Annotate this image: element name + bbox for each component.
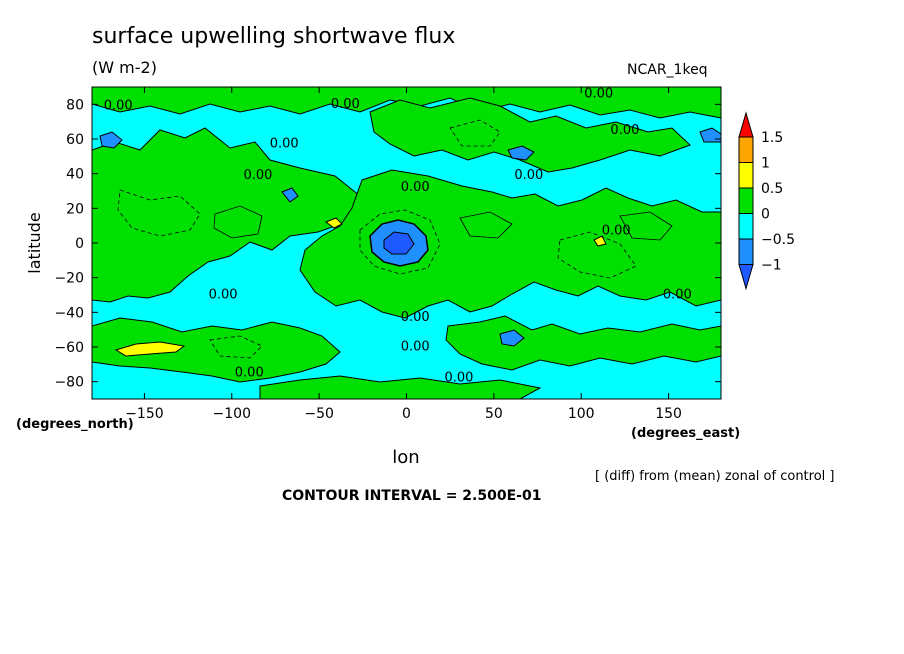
colorbar-segment xyxy=(738,187,754,214)
y-axis-label: latitude xyxy=(25,212,44,273)
positive-patch-2 xyxy=(324,217,343,229)
green-region-north-central xyxy=(369,97,691,173)
contour-label: 0.00 xyxy=(514,168,543,183)
chart-units: (W m-2) xyxy=(92,58,157,77)
contour-label: 0.00 xyxy=(584,86,613,101)
y-tick-label: −80 xyxy=(54,375,84,391)
colorbar-label: −0.5 xyxy=(761,232,795,248)
negative-patch-3 xyxy=(499,329,525,347)
solid-contour-3 xyxy=(459,211,513,239)
colorbar: 1.5 1 0.5 0 −0.5 −1 xyxy=(738,111,795,291)
colorbar-label: −1 xyxy=(761,258,782,274)
dashed-contour-1 xyxy=(117,189,201,237)
colorbar-label: 0.5 xyxy=(761,181,783,197)
green-region-south-east xyxy=(445,315,721,371)
colorbar-label: 1 xyxy=(761,156,770,172)
positive-patch-south-pacific xyxy=(114,341,186,357)
x-tick-label: −150 xyxy=(125,406,163,422)
x-tick-label: 150 xyxy=(655,406,682,422)
contour-label: 0.00 xyxy=(331,97,360,112)
dashed-contour-3 xyxy=(359,209,441,275)
x-axis: −150 −100 −50 0 50 100 150 xyxy=(125,87,682,422)
colorbar-label: 0 xyxy=(761,207,770,223)
x-tick-label: −100 xyxy=(213,406,251,422)
y-axis: 80 60 40 20 0 −20 −40 −60 −80 xyxy=(54,97,721,391)
contour-label: 0.00 xyxy=(602,223,631,238)
green-region-antarctic xyxy=(259,375,542,399)
x-tick-label: 100 xyxy=(568,406,595,422)
contour-label: 0.00 xyxy=(401,339,430,354)
contour-lines xyxy=(117,119,673,359)
negative-patch-1 xyxy=(99,131,123,149)
plot-area: 0.00 0.00 0.00 0.00 0.00 0.00 0.00 0.00 0.00 0.00… xyxy=(92,86,721,399)
y-tick-label: 20 xyxy=(66,201,84,217)
y-tick-label: 0 xyxy=(75,236,84,252)
y-tick-label: −40 xyxy=(54,305,84,321)
green-region-central xyxy=(299,169,721,319)
chart-title: surface upwelling shortwave flux xyxy=(92,24,456,49)
solid-contour-2 xyxy=(619,211,673,241)
x-axis-label: lon xyxy=(392,447,419,468)
contour-label: 0.00 xyxy=(270,137,299,152)
x-tick-label: −50 xyxy=(304,406,334,422)
colorbar-label: 1.5 xyxy=(761,130,783,146)
colorbar-segment xyxy=(738,162,754,189)
y-tick-label: −60 xyxy=(54,340,84,356)
y-tick-label: 60 xyxy=(66,132,84,148)
y-tick-label: 40 xyxy=(66,167,84,183)
x-tick-label: 0 xyxy=(402,406,411,422)
model-label: NCAR_1keq xyxy=(627,62,708,78)
y-unit-label: (degrees_north) xyxy=(16,417,134,432)
negative-patch-5 xyxy=(281,187,299,203)
dashed-contour-2 xyxy=(557,231,637,279)
strong-negative-core xyxy=(383,231,415,255)
contour-label: 0.00 xyxy=(444,371,473,386)
colorbar-segment xyxy=(738,213,754,240)
contour-label: 0.00 xyxy=(235,365,264,380)
x-tick-label: 50 xyxy=(485,406,503,422)
contour-label: 0.00 xyxy=(244,168,273,183)
contour-labels: 0.00 0.00 0.00 0.00 0.00 0.00 0.00 0.00 0.00 0.00… xyxy=(104,86,692,386)
contour-label: 0.00 xyxy=(610,123,639,138)
contour-label: 0.00 xyxy=(663,287,692,302)
footnote: [ (diff) from (mean) zonal of control ] xyxy=(595,469,835,484)
y-tick-label: 80 xyxy=(66,97,84,113)
colorbar-segment xyxy=(738,136,754,163)
positive-patch-3 xyxy=(593,235,607,247)
y-tick-label: −20 xyxy=(54,271,84,287)
contour-interval: CONTOUR INTERVAL = 2.500E-01 xyxy=(282,488,542,504)
contour-label: 0.00 xyxy=(401,310,430,325)
x-unit-label: (degrees_east) xyxy=(631,426,740,441)
contour-label: 0.00 xyxy=(401,180,430,195)
colorbar-segment xyxy=(738,238,754,265)
colorbar-arrow-bottom xyxy=(738,264,754,291)
colorbar-arrow-top xyxy=(738,111,754,138)
solid-contour-1 xyxy=(213,205,263,239)
negative-patch-2 xyxy=(507,145,535,161)
contour-label: 0.00 xyxy=(104,99,133,114)
contour-label: 0.00 xyxy=(209,287,238,302)
